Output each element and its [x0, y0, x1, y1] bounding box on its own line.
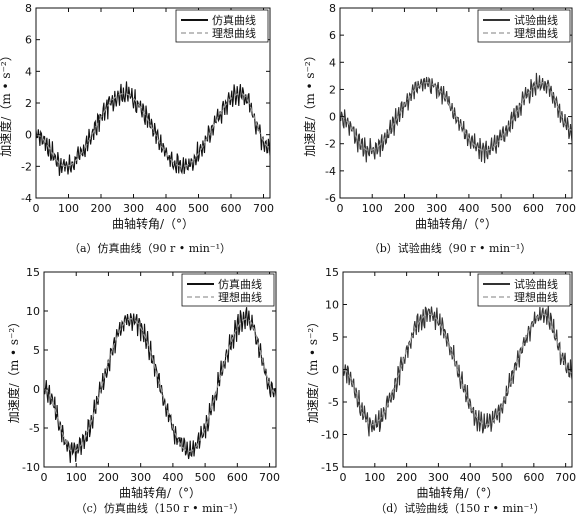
series-line-2 — [343, 313, 572, 426]
y-axis-label: 加速度/（m • s⁻²） — [6, 316, 21, 423]
y-tick-label: 0 — [332, 364, 339, 377]
legend-box — [477, 9, 571, 43]
series-line-1 — [44, 307, 276, 463]
legend-entry-2: 理想曲线 — [514, 26, 558, 40]
y-tick-label: 10 — [26, 305, 40, 318]
x-tick-label: 300 — [130, 471, 151, 484]
plot-frame — [339, 7, 573, 199]
x-tick-label: 300 — [426, 202, 447, 215]
y-tick-label: -4 — [325, 165, 336, 178]
x-tick-label: 200 — [394, 202, 415, 215]
y-tick-label: -5 — [328, 396, 339, 409]
plot-frame — [43, 271, 277, 468]
y-axis-label: 加速度/（m • s⁻²） — [0, 49, 13, 156]
chart-panel-4: 0 100 200 300 400 500 600 700 -15 -10 -5 0 5 10 15 曲轴转角… — [305, 266, 576, 515]
x-tick-label: 400 — [162, 471, 183, 484]
x-tick-label: 200 — [91, 202, 112, 215]
x-tick-label: 600 — [227, 471, 248, 484]
y-tick-label: 10 — [325, 299, 339, 312]
x-tick-label: 500 — [492, 471, 513, 484]
y-tick-label: 2 — [329, 83, 336, 96]
y-tick-label: 15 — [26, 266, 40, 279]
y-tick-label: -15 — [321, 461, 339, 474]
y-tick-label: 4 — [329, 56, 336, 69]
x-tick-label: 0 — [340, 471, 347, 484]
x-tick-label: 200 — [396, 471, 417, 484]
y-tick-label: 8 — [25, 2, 32, 15]
panel-caption: （b）试验曲线（90 r • min⁻¹） — [369, 241, 532, 255]
x-tick-label: 100 — [58, 202, 79, 215]
y-tick-label: 2 — [25, 97, 32, 110]
x-tick-label: 400 — [458, 202, 479, 215]
series-line-1 — [340, 72, 572, 164]
chart-panel-3: 0 100 200 300 400 500 600 700 -10 -5 0 5 10 15 曲轴转角/（°… — [6, 266, 280, 515]
y-tick-label: 6 — [25, 34, 32, 47]
y-tick-label: -4 — [21, 192, 32, 205]
y-axis-label: 加速度/（m • s⁻²） — [302, 49, 317, 156]
y-tick-label: 0 — [25, 129, 32, 142]
series-line-1 — [343, 305, 572, 437]
x-tick-label: 200 — [98, 471, 119, 484]
legend-entry-1: 仿真曲线 — [218, 277, 262, 291]
series-line-2 — [340, 82, 572, 152]
x-axis-label: 曲轴转角/（°） — [112, 216, 194, 231]
panel-caption: （c）仿真曲线（150 r • min⁻¹） — [76, 501, 245, 515]
x-axis-label: 曲轴转角/（°） — [416, 485, 498, 500]
y-tick-label: 5 — [332, 331, 339, 344]
y-tick-label: -2 — [21, 160, 32, 173]
x-tick-label: 400 — [460, 471, 481, 484]
y-tick-label: 15 — [325, 266, 339, 279]
y-tick-label: 0 — [329, 111, 336, 124]
legend-box — [181, 273, 275, 307]
x-tick-label: 100 — [364, 471, 385, 484]
y-tick-label: 5 — [33, 344, 40, 357]
x-axis-label: 曲轴转角/（°） — [119, 485, 201, 500]
x-tick-label: 0 — [337, 202, 344, 215]
y-tick-label: -10 — [321, 429, 339, 442]
x-tick-label: 700 — [555, 471, 576, 484]
x-tick-label: 700 — [259, 471, 280, 484]
legend-entry-2: 理想曲线 — [514, 290, 558, 304]
x-tick-label: 500 — [491, 202, 512, 215]
legend-entry-1: 试验曲线 — [514, 277, 558, 291]
panel-caption: （a）仿真曲线（90 r • min⁻¹） — [69, 241, 231, 255]
x-tick-label: 100 — [66, 471, 87, 484]
chart-panel-1: 0 100 200 300 400 500 600 700 -4 -2 0 2 4 6 8 曲轴转角/（°） 加… — [0, 2, 274, 255]
legend-entry-2: 理想曲线 — [212, 26, 256, 40]
x-tick-label: 600 — [221, 202, 242, 215]
x-tick-label: 400 — [156, 202, 177, 215]
legend-entry-1: 仿真曲线 — [212, 13, 256, 27]
x-tick-label: 700 — [555, 202, 576, 215]
x-axis-label: 曲轴转角/（°） — [415, 216, 497, 231]
chart-panel-2: 0 100 200 300 400 500 600 700 -6 -4 -2 0 2 4 6 8 曲轴转角/（°… — [302, 2, 576, 255]
y-axis-label: 加速度/（m • s⁻²） — [305, 316, 320, 423]
y-tick-label: -6 — [325, 192, 336, 205]
x-tick-label: 0 — [33, 202, 40, 215]
panel-caption: （d）试验曲线（150 r • min⁻¹） — [375, 501, 545, 515]
x-tick-label: 500 — [188, 202, 209, 215]
x-tick-label: 700 — [253, 202, 274, 215]
y-tick-label: -10 — [22, 461, 40, 474]
y-tick-label: 0 — [33, 383, 40, 396]
y-tick-label: -2 — [325, 138, 336, 151]
x-tick-label: 300 — [428, 471, 449, 484]
x-tick-label: 600 — [523, 202, 544, 215]
y-tick-label: -5 — [29, 422, 40, 435]
legend-box — [175, 9, 269, 43]
y-tick-label: 8 — [329, 2, 336, 15]
series-line-2 — [44, 318, 276, 453]
legend-entry-1: 试验曲线 — [514, 13, 558, 27]
x-tick-label: 600 — [523, 471, 544, 484]
x-tick-label: 100 — [362, 202, 383, 215]
series-line-2 — [36, 92, 270, 167]
legend-entry-2: 理想曲线 — [218, 290, 262, 304]
x-tick-label: 500 — [195, 471, 216, 484]
x-tick-label: 300 — [123, 202, 144, 215]
x-tick-label: 0 — [41, 471, 48, 484]
y-tick-label: 6 — [329, 29, 336, 42]
legend-box — [477, 273, 571, 307]
y-tick-label: 4 — [25, 65, 32, 78]
